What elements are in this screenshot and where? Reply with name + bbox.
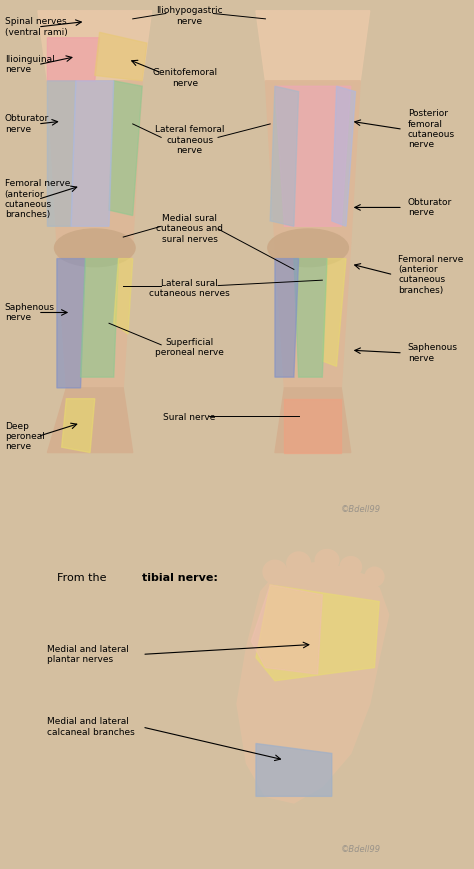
Polygon shape bbox=[38, 10, 152, 81]
Polygon shape bbox=[294, 259, 327, 377]
Text: Posterior
femoral
cutaneous
nerve: Posterior femoral cutaneous nerve bbox=[408, 109, 455, 149]
Polygon shape bbox=[251, 585, 322, 674]
Text: Deep
peroneal
nerve: Deep peroneal nerve bbox=[5, 421, 45, 451]
Ellipse shape bbox=[287, 552, 310, 575]
Text: Obturator
nerve: Obturator nerve bbox=[5, 114, 49, 134]
Polygon shape bbox=[57, 242, 133, 388]
Text: Spinal nerves
(ventral rami): Spinal nerves (ventral rami) bbox=[5, 17, 67, 36]
Ellipse shape bbox=[365, 567, 384, 587]
Text: Medial sural
cutaneous and
sural nerves: Medial sural cutaneous and sural nerves bbox=[156, 214, 223, 244]
Polygon shape bbox=[57, 259, 85, 388]
Polygon shape bbox=[256, 585, 379, 680]
Ellipse shape bbox=[55, 229, 135, 267]
Polygon shape bbox=[275, 259, 299, 377]
Ellipse shape bbox=[263, 561, 287, 583]
Text: tibial nerve:: tibial nerve: bbox=[142, 574, 218, 583]
Text: Femoral nerve
(anterior
cutaneous
branches): Femoral nerve (anterior cutaneous branch… bbox=[398, 255, 464, 295]
Polygon shape bbox=[114, 259, 133, 334]
Text: Femoral nerve
(anterior
cutaneous
branches): Femoral nerve (anterior cutaneous branch… bbox=[5, 179, 70, 220]
Text: Lateral sural
cutaneous nerves: Lateral sural cutaneous nerves bbox=[149, 279, 230, 298]
Ellipse shape bbox=[340, 557, 361, 577]
Polygon shape bbox=[71, 81, 114, 226]
Text: Genitofemoral
nerve: Genitofemoral nerve bbox=[152, 69, 218, 88]
Polygon shape bbox=[81, 259, 118, 377]
Polygon shape bbox=[275, 242, 351, 388]
Polygon shape bbox=[265, 81, 360, 242]
Text: Medial and lateral
plantar nerves: Medial and lateral plantar nerves bbox=[47, 645, 129, 664]
Ellipse shape bbox=[315, 549, 339, 571]
Polygon shape bbox=[332, 86, 356, 226]
Text: Saphenous
nerve: Saphenous nerve bbox=[408, 343, 457, 362]
Polygon shape bbox=[47, 388, 133, 453]
Polygon shape bbox=[284, 399, 341, 453]
Text: Sural nerve: Sural nerve bbox=[164, 413, 216, 422]
Text: ©Bdell99: ©Bdell99 bbox=[341, 846, 382, 854]
Text: Saphenous
nerve: Saphenous nerve bbox=[5, 302, 55, 322]
Polygon shape bbox=[322, 259, 346, 367]
Polygon shape bbox=[256, 744, 332, 796]
Polygon shape bbox=[95, 32, 147, 81]
Text: From the: From the bbox=[57, 574, 110, 583]
Polygon shape bbox=[275, 388, 351, 453]
Text: Obturator
nerve: Obturator nerve bbox=[408, 198, 452, 217]
Polygon shape bbox=[270, 86, 299, 226]
Polygon shape bbox=[109, 81, 142, 216]
Text: Superficial
peroneal nerve: Superficial peroneal nerve bbox=[155, 338, 224, 357]
Polygon shape bbox=[47, 37, 100, 81]
Text: Ilioinguinal
nerve: Ilioinguinal nerve bbox=[5, 55, 55, 75]
Ellipse shape bbox=[268, 229, 348, 267]
Polygon shape bbox=[275, 86, 351, 226]
Polygon shape bbox=[62, 399, 95, 453]
Polygon shape bbox=[237, 562, 389, 803]
Polygon shape bbox=[256, 10, 370, 81]
Text: ©Bdell99: ©Bdell99 bbox=[341, 505, 382, 514]
Text: Iliohypogastric
nerve: Iliohypogastric nerve bbox=[156, 6, 223, 26]
Polygon shape bbox=[47, 81, 76, 226]
Text: Medial and lateral
calcaneal branches: Medial and lateral calcaneal branches bbox=[47, 717, 135, 737]
Polygon shape bbox=[47, 81, 142, 242]
Text: Lateral femoral
cutaneous
nerve: Lateral femoral cutaneous nerve bbox=[155, 125, 224, 155]
